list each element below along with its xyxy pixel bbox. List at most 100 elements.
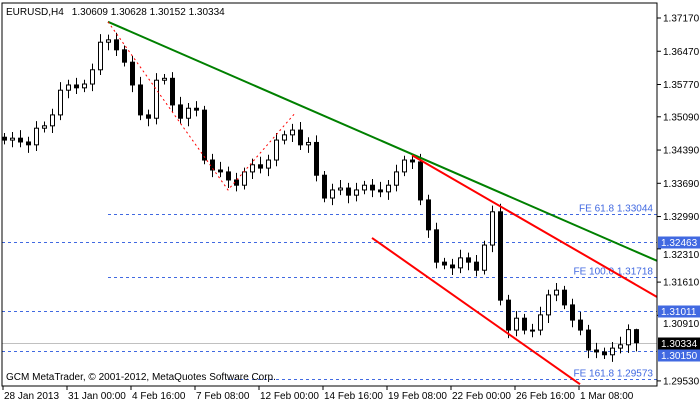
chart-ohlc-readout: 1.30609 1.30628 1.30152 1.30334 <box>72 7 225 18</box>
candle-body <box>586 329 591 351</box>
candle-body <box>562 289 567 306</box>
candle-body <box>410 159 415 163</box>
current-price-tag <box>658 337 700 350</box>
candle-body <box>2 136 7 141</box>
x-tick-label: 28 Jan 2013 <box>4 391 59 402</box>
candle-body <box>258 164 263 169</box>
x-tick-label: 12 Feb 00:00 <box>260 391 319 402</box>
candle-body <box>618 344 623 349</box>
price-tag-label: 1.31011 <box>661 307 697 318</box>
candle-body <box>226 171 231 181</box>
candle-body <box>450 264 455 269</box>
y-tick-label: 1.30910 <box>663 319 700 330</box>
candle-body <box>66 84 71 91</box>
candle-body <box>306 141 311 146</box>
candle-body <box>154 79 159 119</box>
x-tick-label: 7 Feb 08:00 <box>196 391 250 402</box>
candle-body <box>626 329 631 346</box>
y-tick-label: 1.33690 <box>663 179 700 190</box>
x-tick-label: 26 Feb 16:00 <box>516 391 575 402</box>
candle-body <box>42 125 47 129</box>
candle-body <box>90 69 95 85</box>
candle-body <box>74 84 79 89</box>
candle-body <box>634 329 639 344</box>
candle-body <box>234 179 239 186</box>
candle-body <box>538 314 543 331</box>
x-tick-label: 4 Feb 16:00 <box>132 391 186 402</box>
candle-body <box>322 174 327 199</box>
candle-body <box>522 317 527 331</box>
y-tick-label: 1.36470 <box>663 47 700 58</box>
price-tag-label: 1.30150 <box>661 351 698 362</box>
price-tag <box>658 349 700 362</box>
x-tick-label: 19 Feb 08:00 <box>388 391 447 402</box>
candle-body <box>458 257 463 269</box>
candle-body <box>330 189 335 199</box>
candle-body <box>602 351 607 356</box>
candle-body <box>202 109 207 161</box>
candle-body <box>314 141 319 176</box>
candle-body <box>138 84 143 116</box>
candle-body <box>546 294 551 316</box>
candle-body <box>402 159 407 173</box>
candle-body <box>506 299 511 331</box>
candle-body <box>490 211 495 246</box>
candle-body <box>26 141 31 146</box>
price-tag <box>658 305 700 318</box>
trendline <box>107 20 658 262</box>
y-tick-label: 1.35090 <box>663 112 700 123</box>
y-tick-label: 1.32990 <box>663 212 700 223</box>
candle-body <box>218 169 223 173</box>
price-tag-label: 1.32463 <box>661 238 698 249</box>
current-price-label: 1.30334 <box>661 339 698 350</box>
zigzag-line <box>107 21 297 191</box>
x-tick-label: 14 Feb 16:00 <box>324 391 383 402</box>
candle-body <box>58 89 63 116</box>
x-tick-label: 31 Jan 00:00 <box>68 391 126 402</box>
channel-line <box>411 154 658 298</box>
candle-body <box>274 139 279 161</box>
candle-body <box>578 319 583 331</box>
y-tick-label: 1.31610 <box>663 278 700 289</box>
candle-body <box>98 41 103 71</box>
candle-body <box>242 171 247 186</box>
candle-body <box>194 107 199 111</box>
plot-frame <box>1 2 658 387</box>
y-tick-label: 1.32310 <box>663 250 700 261</box>
candle-body <box>482 244 487 271</box>
x-tick-label: 1 Mar 08:00 <box>580 391 634 402</box>
candle-body <box>82 83 87 89</box>
y-tick-label: 1.37170 <box>663 14 700 25</box>
candle-body <box>610 347 615 356</box>
candle-body <box>178 104 183 119</box>
fibo-level-label: FE 161.8 1.29573 <box>573 369 653 380</box>
candle-body <box>186 107 191 119</box>
candle-body <box>34 127 39 146</box>
candle-body <box>18 137 23 143</box>
candle-body <box>442 261 447 266</box>
candle-body <box>266 159 271 169</box>
candle-body <box>554 289 559 296</box>
candle-body <box>338 187 343 191</box>
candle-body <box>514 317 519 331</box>
copyright-text: GCM MetaTrader, © 2001-2012, MetaQuotes … <box>6 372 276 383</box>
candle-body <box>122 49 127 63</box>
candle-body <box>114 39 119 51</box>
x-tick-label: 22 Feb 00:00 <box>452 391 511 402</box>
candle-body <box>434 229 439 263</box>
channel-line <box>371 237 581 386</box>
candle-body <box>106 39 111 43</box>
candle-body <box>418 161 423 201</box>
candle-body <box>282 134 287 141</box>
candle-body <box>50 114 55 127</box>
candle-body <box>498 211 503 301</box>
candle-body <box>394 171 399 186</box>
candle-body <box>594 349 599 353</box>
candle-body <box>466 257 471 263</box>
y-tick-label: 1.35770 <box>663 80 700 91</box>
chart-symbol-timeframe: EURUSD,H4 <box>6 7 64 18</box>
y-tick-label: 1.34390 <box>663 146 700 157</box>
candle-body <box>474 261 479 271</box>
